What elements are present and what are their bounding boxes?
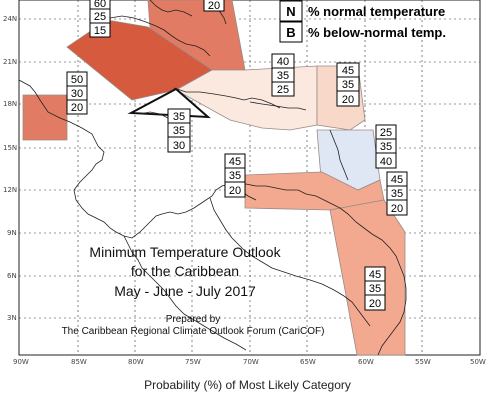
- value-box-trinidad: 45 35 20: [386, 171, 408, 216]
- lon-label: 85W: [71, 358, 87, 366]
- box-value: 25: [380, 127, 392, 139]
- box-value: 20: [229, 185, 241, 197]
- legend-item-normal: N % normal temperature: [279, 0, 445, 22]
- title-line-2: for the Caribbean: [131, 263, 239, 279]
- box-value: 60: [94, 0, 106, 10]
- title-line-3: May - June - July 2017: [114, 283, 256, 299]
- legend: N % normal temperature B % below-normal …: [279, 0, 446, 43]
- box-value: 35: [342, 79, 354, 91]
- lon-label: 55W: [415, 358, 431, 366]
- legend-text: % below-normal temp.: [308, 25, 446, 40]
- lon-label: 65W: [300, 358, 316, 366]
- box-value: 35: [229, 170, 241, 182]
- value-box-hispaniola: 40 35 25: [271, 53, 295, 97]
- map-title: Minimum Temperature Outlook for the Cari…: [89, 244, 281, 299]
- legend-text: % normal temperature: [308, 4, 445, 19]
- title-line-1: Minimum Temperature Outlook: [89, 244, 281, 260]
- lat-label: 3N: [7, 314, 17, 322]
- map-caption: Probability (%) of Most Likely Category: [144, 378, 351, 392]
- value-box-top-left: 60 25 15: [89, 0, 111, 38]
- value-box-windward: 25 35 40: [375, 124, 397, 169]
- credit-line-1: Prepared by: [166, 314, 220, 325]
- box-value: 20: [391, 203, 403, 215]
- box-value: 50: [71, 74, 83, 86]
- lon-label: 90W: [13, 358, 29, 366]
- value-box-top-center: 20: [203, 0, 225, 12]
- box-value: 45: [229, 156, 241, 168]
- value-box-leeward: 45 35 20: [336, 62, 360, 107]
- box-value: 40: [277, 56, 289, 68]
- lat-label: 9N: [7, 229, 17, 237]
- value-box-guianas: 45 35 20: [364, 266, 386, 311]
- legend-item-below: B % below-normal temp.: [279, 21, 446, 43]
- box-value: 35: [380, 141, 392, 153]
- forecast-regions: [22, 0, 406, 356]
- box-value: 20: [71, 102, 83, 114]
- coastlines: [18, 0, 407, 356]
- legend-letter: N: [286, 4, 295, 19]
- value-box-south-caribbean: 45 35 20: [224, 153, 246, 198]
- region-bahamas-west: [22, 94, 68, 141]
- box-value: 45: [369, 269, 381, 281]
- lat-label: 18N: [3, 100, 17, 108]
- box-value: 25: [94, 11, 106, 23]
- box-value: 20: [342, 94, 354, 106]
- lat-label: 24N: [3, 15, 17, 23]
- lon-label: 50W: [470, 358, 486, 366]
- credit-line-2: The Caribbean Regional Climate Outlook F…: [62, 326, 325, 337]
- box-value: 30: [173, 140, 185, 152]
- box-value: 20: [208, 0, 220, 12]
- lat-label: 12N: [3, 186, 17, 194]
- box-value: 25: [277, 84, 289, 96]
- lon-label: 70W: [243, 358, 259, 366]
- value-box-jamaica: 35 35 30: [167, 108, 191, 153]
- lon-label: 75W: [185, 358, 201, 366]
- box-value: 45: [342, 65, 354, 77]
- lon-labels: 90W 85W 80W 75W 70W 65W 60W 55W 50W: [13, 358, 486, 366]
- lat-label: 15N: [3, 144, 17, 152]
- legend-letter: B: [286, 25, 295, 40]
- box-value: 30: [71, 88, 83, 100]
- box-value: 20: [369, 298, 381, 310]
- box-value: 40: [380, 156, 392, 168]
- box-value: 35: [173, 111, 185, 123]
- box-value: 35: [277, 70, 289, 82]
- region-south-caribbean: [244, 171, 385, 211]
- box-value: 35: [173, 125, 185, 137]
- lon-label: 60W: [358, 358, 374, 366]
- value-box-bahamas-west: 50 30 20: [66, 71, 88, 115]
- lon-label: 80W: [128, 358, 144, 366]
- lat-labels: 24N 21N 18N 15N 12N 9N 6N 3N: [3, 15, 17, 322]
- box-value: 35: [391, 188, 403, 200]
- box-value: 35: [369, 283, 381, 295]
- box-value: 15: [94, 25, 106, 37]
- lat-label: 21N: [3, 58, 17, 66]
- lat-label: 6N: [7, 272, 17, 280]
- box-value: 45: [391, 174, 403, 186]
- credit: Prepared by The Caribbean Regional Clima…: [62, 314, 325, 337]
